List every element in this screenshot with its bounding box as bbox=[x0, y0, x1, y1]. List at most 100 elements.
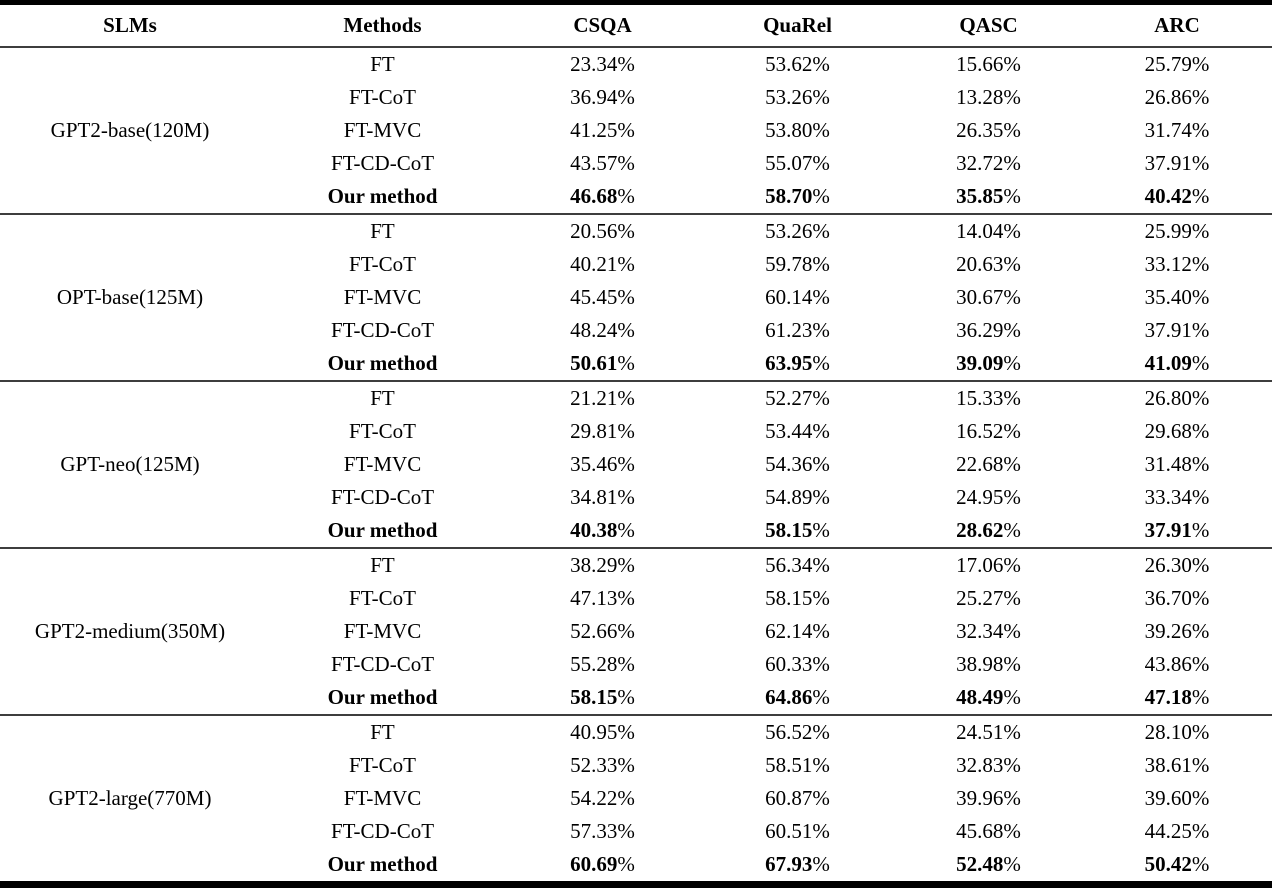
table-row: FT-MVC 35.46% 54.36% 22.68% 31.48% bbox=[0, 448, 1272, 481]
table-row: OPT-base(125M) FT 20.56% 53.26% 14.04% 25.99% bbox=[0, 213, 1272, 381]
percent-sign: % bbox=[1191, 786, 1210, 810]
value-number: 29.81 bbox=[570, 419, 618, 443]
value-number: 32.72 bbox=[956, 151, 1004, 175]
value-number: 53.26 bbox=[765, 85, 813, 109]
value-number: 33.12 bbox=[1144, 252, 1192, 276]
value-number: 67.93 bbox=[765, 852, 813, 876]
percent-sign: % bbox=[617, 518, 635, 542]
table-row: GPT2-large(770M) FT 40.95% 56.52% 24.51% 28.1… bbox=[0, 714, 1272, 885]
value-number: 60.14 bbox=[765, 285, 813, 309]
value-cell: 35.85% bbox=[895, 180, 1082, 214]
column-header-slms: SLMs bbox=[0, 2, 260, 48]
value-number: 38.61 bbox=[1144, 753, 1192, 777]
value-number: 56.52 bbox=[765, 720, 813, 744]
value-cell: 25.27% bbox=[895, 582, 1082, 615]
table-row: Our method 60.69% 67.93% 52.48% 50.42% bbox=[0, 848, 1272, 888]
value-number: 64.86 bbox=[765, 685, 813, 709]
value-cell: 67.93% bbox=[700, 848, 895, 888]
value-number: 63.95 bbox=[765, 351, 813, 375]
percent-sign: % bbox=[617, 318, 635, 342]
percent-sign: % bbox=[617, 619, 635, 643]
value-number: 31.48 bbox=[1144, 452, 1192, 476]
method-label: Our method bbox=[327, 518, 438, 542]
value-cell: 50.61% bbox=[505, 347, 700, 381]
value-cell: 54.89% bbox=[700, 481, 895, 514]
value-cell: 60.69% bbox=[505, 848, 700, 888]
value-cell: 45.45% bbox=[505, 281, 700, 314]
value-number: 43.57 bbox=[570, 151, 618, 175]
value-cell: 46.68% bbox=[505, 180, 700, 214]
value-number: 52.27 bbox=[765, 386, 813, 410]
percent-sign: % bbox=[1191, 419, 1210, 443]
value-cell: 38.98% bbox=[895, 648, 1082, 681]
value-number: 45.68 bbox=[956, 819, 1004, 843]
value-cell: 53.26% bbox=[700, 81, 895, 114]
value-number: 41.25 bbox=[570, 118, 618, 142]
value-number: 62.14 bbox=[765, 619, 813, 643]
value-cell: 35.46% bbox=[505, 448, 700, 481]
value-cell: 59.78% bbox=[700, 248, 895, 281]
percent-sign: % bbox=[812, 452, 830, 476]
value-number: 59.78 bbox=[765, 252, 813, 276]
value-cell: 50.42% bbox=[1082, 848, 1272, 888]
value-cell: 58.70% bbox=[700, 180, 895, 214]
table-row: GPT2-base(120M) FT 23.34% 53.62% 15.66% 25.79… bbox=[0, 46, 1272, 214]
value-cell: 39.60% bbox=[1082, 782, 1272, 815]
method-label: FT bbox=[260, 380, 505, 415]
slm-label: GPT-neo(125M) bbox=[0, 380, 260, 548]
value-number: 26.86 bbox=[1144, 85, 1192, 109]
percent-sign: % bbox=[1003, 386, 1021, 410]
percent-sign: % bbox=[617, 85, 635, 109]
value-number: 52.48 bbox=[956, 852, 1004, 876]
percent-sign: % bbox=[1003, 652, 1021, 676]
percent-sign: % bbox=[617, 386, 635, 410]
table-row: FT-MVC 52.66% 62.14% 32.34% 39.26% bbox=[0, 615, 1272, 648]
percent-sign: % bbox=[812, 52, 830, 76]
value-number: 15.66 bbox=[956, 52, 1004, 76]
method-label: FT-CoT bbox=[349, 419, 416, 443]
percent-sign: % bbox=[1191, 151, 1210, 175]
value-number: 32.83 bbox=[956, 753, 1004, 777]
value-number: 54.36 bbox=[765, 452, 813, 476]
percent-sign: % bbox=[1191, 619, 1210, 643]
value-number: 40.21 bbox=[570, 252, 618, 276]
percent-sign: % bbox=[617, 351, 635, 375]
column-header-csqa: CSQA bbox=[505, 2, 700, 48]
percent-sign: % bbox=[1003, 52, 1021, 76]
percent-sign: % bbox=[1003, 685, 1021, 709]
value-cell: 37.91% bbox=[1082, 314, 1272, 347]
value-number: 36.29 bbox=[956, 318, 1004, 342]
value-number: 25.99 bbox=[1144, 219, 1192, 243]
percent-sign: % bbox=[1003, 151, 1021, 175]
percent-sign: % bbox=[1003, 252, 1021, 276]
value-cell: 47.13% bbox=[505, 582, 700, 615]
value-cell: 64.86% bbox=[700, 681, 895, 715]
slm-label: GPT2-large(770M) bbox=[0, 714, 260, 885]
percent-sign: % bbox=[812, 852, 830, 876]
value-cell: 20.56% bbox=[505, 213, 700, 248]
value-cell: 20.63% bbox=[895, 248, 1082, 281]
percent-sign: % bbox=[1191, 252, 1210, 276]
table-row: FT-CoT 52.33% 58.51% 32.83% 38.61% bbox=[0, 749, 1272, 782]
value-cell: 28.62% bbox=[895, 514, 1082, 548]
value-number: 43.86 bbox=[1144, 652, 1192, 676]
method-label: FT-CD-CoT bbox=[330, 819, 435, 843]
value-number: 60.69 bbox=[570, 852, 618, 876]
value-number: 60.51 bbox=[765, 819, 813, 843]
percent-sign: % bbox=[812, 753, 830, 777]
table-row: FT-CoT 40.21% 59.78% 20.63% 33.12% bbox=[0, 248, 1272, 281]
value-number: 37.91 bbox=[1144, 318, 1192, 342]
method-label: FT-CD-CoT bbox=[330, 485, 435, 509]
table-row: FT-MVC 45.45% 60.14% 30.67% 35.40% bbox=[0, 281, 1272, 314]
percent-sign: % bbox=[812, 318, 830, 342]
value-cell: 31.74% bbox=[1082, 114, 1272, 147]
value-cell: 26.30% bbox=[1082, 547, 1272, 582]
percent-sign: % bbox=[1003, 318, 1021, 342]
percent-sign: % bbox=[812, 219, 830, 243]
percent-sign: % bbox=[1191, 386, 1210, 410]
percent-sign: % bbox=[1003, 184, 1021, 208]
method-label: FT-CoT bbox=[349, 85, 416, 109]
method-label: FT bbox=[260, 714, 505, 749]
percent-sign: % bbox=[1191, 318, 1210, 342]
value-number: 46.68 bbox=[570, 184, 618, 208]
